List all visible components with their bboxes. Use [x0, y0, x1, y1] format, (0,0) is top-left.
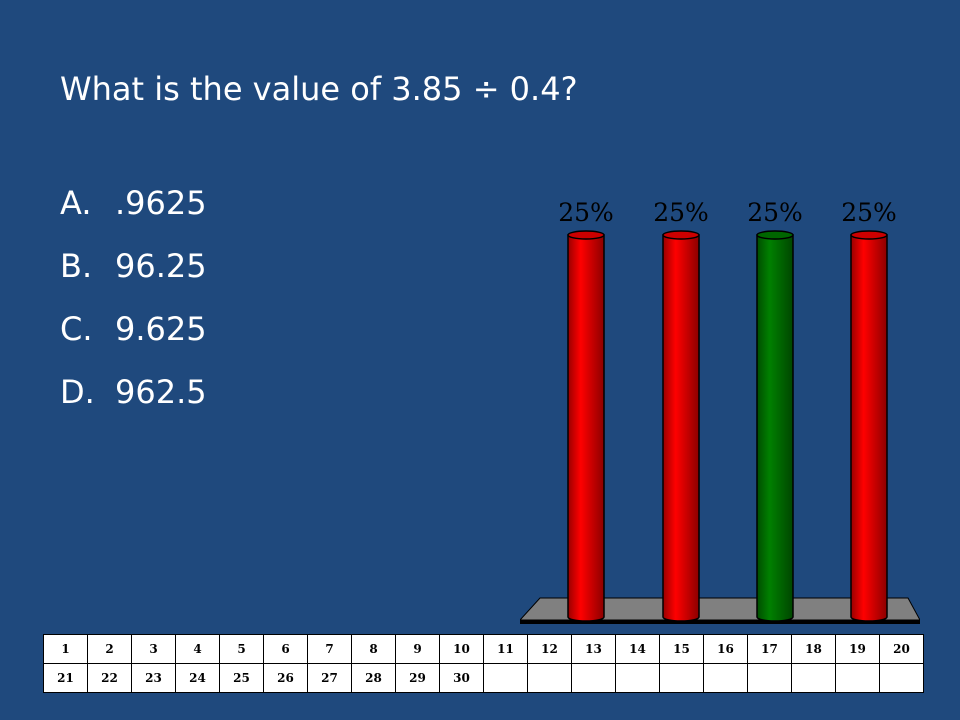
grid-cell [571, 663, 616, 693]
grid-cell: 12 [527, 634, 572, 664]
grid-cell: 22 [87, 663, 132, 693]
grid-cell: 7 [307, 634, 352, 664]
grid-cell [483, 663, 528, 693]
participant-grid: 1 2 3 4 5 6 7 8 9 10 11 12 13 14 15 16 17 18 19 20 21 22 23 24 2… [43, 634, 924, 693]
response-chart: 25%.962525%96.2525%9.62525%962.5 [520, 198, 920, 675]
grid-cell: 16 [703, 634, 748, 664]
grid-cell [527, 663, 572, 693]
grid-cell [747, 663, 792, 693]
bar-3 [756, 234, 794, 622]
value-label: 25% [558, 198, 614, 227]
question-title: What is the value of 3.85 ÷ 0.4? [60, 70, 578, 108]
grid-cell [659, 663, 704, 693]
grid-row: 21 22 23 24 25 26 27 28 29 30 [43, 663, 924, 693]
bar-2 [662, 234, 700, 622]
grid-cell [791, 663, 836, 693]
answer-list: A. .9625 B. 96.25 C. 9.625 D. 962.5 [60, 180, 207, 432]
answer-d: D. 962.5 [60, 369, 207, 432]
bar-1 [567, 234, 605, 622]
bar-4 [850, 234, 888, 622]
value-label: 25% [841, 198, 897, 227]
grid-cell: 30 [439, 663, 484, 693]
grid-cell [835, 663, 880, 693]
grid-cell: 6 [263, 634, 308, 664]
grid-cell: 25 [219, 663, 264, 693]
grid-cell: 3 [131, 634, 176, 664]
grid-cell: 1 [43, 634, 88, 664]
grid-cell: 29 [395, 663, 440, 693]
answer-text: 96.25 [115, 247, 207, 285]
grid-row: 1 2 3 4 5 6 7 8 9 10 11 12 13 14 15 16 17 18 19 20 [43, 634, 924, 664]
answer-letter: A. [60, 184, 92, 222]
grid-cell: 24 [175, 663, 220, 693]
grid-cell: 19 [835, 634, 880, 664]
grid-cell: 27 [307, 663, 352, 693]
grid-cell: 11 [483, 634, 528, 664]
bar-top-1 [567, 230, 605, 240]
answer-letter: C. [60, 310, 93, 348]
grid-cell: 8 [351, 634, 396, 664]
chart-floor-edge [520, 620, 920, 624]
grid-cell: 13 [571, 634, 616, 664]
answer-text: 962.5 [115, 373, 207, 411]
grid-cell: 26 [263, 663, 308, 693]
value-label: 25% [653, 198, 709, 227]
grid-cell: 2 [87, 634, 132, 664]
bar-top-4 [850, 230, 888, 240]
grid-cell: 18 [791, 634, 836, 664]
grid-cell: 4 [175, 634, 220, 664]
grid-cell: 20 [879, 634, 924, 664]
grid-cell: 15 [659, 634, 704, 664]
value-label: 25% [747, 198, 803, 227]
bar-top-3 [756, 230, 794, 240]
grid-cell: 5 [219, 634, 264, 664]
grid-cell: 23 [131, 663, 176, 693]
bar-top-2 [662, 230, 700, 240]
answer-text: 9.625 [115, 310, 207, 348]
grid-cell: 14 [615, 634, 660, 664]
grid-cell: 10 [439, 634, 484, 664]
grid-cell [615, 663, 660, 693]
answer-c: C. 9.625 [60, 306, 207, 369]
grid-cell: 21 [43, 663, 88, 693]
answer-b: B. 96.25 [60, 243, 207, 306]
answer-letter: B. [60, 247, 93, 285]
grid-cell: 17 [747, 634, 792, 664]
grid-cell: 9 [395, 634, 440, 664]
answer-a: A. .9625 [60, 180, 207, 243]
answer-letter: D. [60, 373, 95, 411]
answer-text: .9625 [115, 184, 207, 222]
grid-cell [703, 663, 748, 693]
grid-cell [879, 663, 924, 693]
grid-cell: 28 [351, 663, 396, 693]
